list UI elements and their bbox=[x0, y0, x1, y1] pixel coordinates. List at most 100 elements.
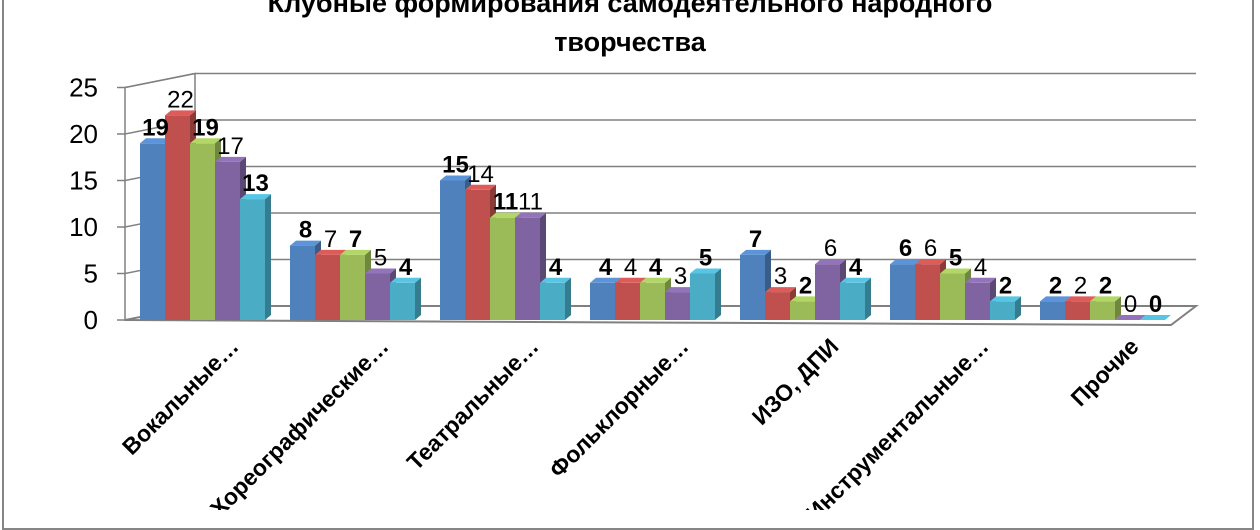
bar-front bbox=[1090, 301, 1115, 320]
bar-side bbox=[865, 277, 871, 320]
data-label: 4 bbox=[849, 254, 863, 281]
bar-top bbox=[365, 268, 396, 274]
x-axis-label: ИЗО, ДПИ bbox=[747, 333, 844, 430]
bar bbox=[965, 277, 996, 320]
bar-top bbox=[140, 138, 171, 144]
bar bbox=[840, 277, 871, 320]
data-label: 0 bbox=[1149, 291, 1162, 318]
bar-front bbox=[1040, 301, 1065, 320]
bar-top bbox=[1065, 296, 1096, 302]
bar-front bbox=[940, 273, 965, 320]
data-label: 5 bbox=[374, 245, 387, 272]
bar-front bbox=[465, 189, 490, 320]
bars bbox=[140, 110, 1171, 321]
data-label: 6 bbox=[899, 235, 912, 262]
bar-side bbox=[1015, 296, 1021, 320]
bar-front bbox=[490, 217, 515, 320]
gridline-diagonal bbox=[124, 72, 196, 89]
bar-front bbox=[815, 264, 840, 320]
bar-side bbox=[1115, 296, 1121, 320]
data-label: 4 bbox=[649, 254, 663, 281]
x-axis-labels: Вокальные…Хореографические… Театральные… Ф… bbox=[117, 333, 1144, 510]
data-label: 5 bbox=[949, 245, 962, 272]
data-label: 11 bbox=[518, 189, 543, 216]
data-label: 3 bbox=[674, 263, 687, 290]
chart-title-line-2: творчества bbox=[554, 27, 706, 57]
y-tick-label: 0 bbox=[84, 305, 98, 335]
y-axis-ticks: 0 5 10 15 20 25 bbox=[69, 73, 125, 335]
data-label: 4 bbox=[399, 254, 413, 281]
bar-top bbox=[790, 296, 821, 302]
bar-front bbox=[315, 254, 340, 320]
data-label: 4 bbox=[624, 254, 637, 281]
data-label: 6 bbox=[824, 235, 837, 262]
data-label: 7 bbox=[349, 226, 362, 253]
bar-top bbox=[1040, 296, 1071, 302]
x-axis-label: Вокальные… bbox=[117, 333, 244, 460]
data-label: 17 bbox=[217, 133, 244, 160]
data-label: 19 bbox=[142, 114, 169, 141]
bar bbox=[540, 277, 571, 320]
chart-title-line-1: Клубные формирования самодеятельного нар… bbox=[267, 0, 993, 18]
data-label: 11 bbox=[493, 189, 518, 216]
bar-front bbox=[890, 264, 915, 320]
bar-side bbox=[565, 277, 571, 320]
bar bbox=[640, 277, 671, 320]
x-axis-label: Фольклорные… bbox=[544, 333, 693, 482]
y-tick-label: 25 bbox=[69, 73, 98, 103]
data-label: 8 bbox=[299, 217, 312, 244]
bar-front bbox=[665, 292, 690, 320]
bar-top bbox=[215, 156, 246, 162]
bar-front bbox=[140, 143, 165, 320]
bar-side bbox=[265, 194, 271, 320]
bar-top bbox=[965, 277, 996, 283]
bar-front bbox=[990, 301, 1015, 320]
bar bbox=[990, 296, 1021, 320]
bar-top bbox=[615, 277, 646, 283]
bar-top bbox=[990, 296, 1021, 302]
bar bbox=[1140, 315, 1171, 320]
bar-top bbox=[940, 268, 971, 274]
bar-top bbox=[890, 259, 921, 265]
bar-top bbox=[540, 277, 571, 283]
bar-front bbox=[340, 254, 365, 320]
bar-top bbox=[490, 212, 521, 218]
data-label: 4 bbox=[974, 254, 987, 281]
y-tick-label: 10 bbox=[69, 212, 98, 242]
data-label: 7 bbox=[324, 226, 337, 253]
gridlines bbox=[124, 72, 1196, 275]
data-label: 7 bbox=[749, 226, 762, 253]
data-label: 3 bbox=[774, 263, 787, 290]
data-label: 15 bbox=[442, 152, 469, 179]
bar bbox=[515, 212, 546, 320]
data-label: 19 bbox=[192, 114, 219, 141]
data-label: 5 bbox=[699, 245, 712, 272]
data-label: 4 bbox=[549, 254, 563, 281]
bar-front bbox=[765, 292, 790, 320]
data-label: 0 bbox=[1124, 291, 1137, 318]
bar-front bbox=[840, 282, 865, 320]
bar-top bbox=[165, 110, 196, 116]
bar-top bbox=[590, 277, 621, 283]
bar-front bbox=[915, 264, 940, 320]
y-tick-label: 20 bbox=[69, 119, 98, 149]
bar-front bbox=[790, 301, 815, 320]
data-label: 13 bbox=[242, 170, 269, 197]
bar-top bbox=[440, 175, 471, 181]
bar-top bbox=[340, 249, 371, 255]
bar-top bbox=[515, 212, 546, 218]
bar-side bbox=[415, 277, 421, 320]
bar-top bbox=[1090, 296, 1121, 302]
data-label: 14 bbox=[467, 161, 494, 188]
bar-top bbox=[840, 277, 871, 283]
bar-top bbox=[765, 287, 796, 293]
bar-top bbox=[640, 277, 671, 283]
bar-top bbox=[690, 268, 721, 274]
x-axis-label: Прочие bbox=[1066, 333, 1144, 411]
bar-front bbox=[290, 245, 315, 320]
bar-top bbox=[315, 249, 346, 255]
bar-front bbox=[590, 282, 615, 320]
